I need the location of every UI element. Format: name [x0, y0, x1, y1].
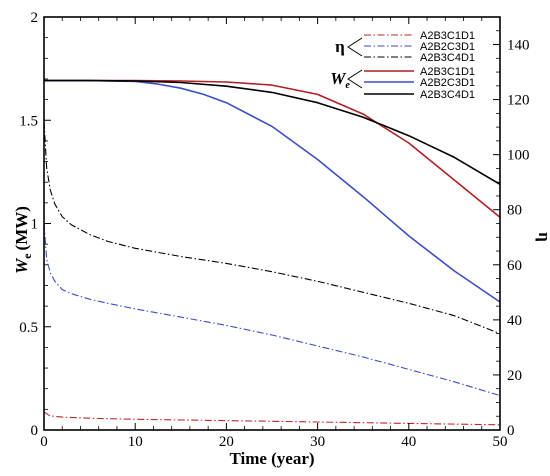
y-left-tick-label: 0.5	[19, 320, 38, 336]
legend-entry-label: A2B2C3D1	[420, 41, 475, 53]
x-tick-label: 40	[401, 434, 416, 450]
y-right-tick-label: 100	[507, 148, 530, 164]
legend-group-label-eta: η	[335, 37, 345, 56]
y-right-tick-label: 0	[507, 423, 515, 439]
x-tick-label: 30	[310, 434, 325, 450]
y-right-tick-label: 40	[507, 313, 522, 329]
legend-brace-eta	[347, 37, 363, 57]
series-line-eta-a2b3c4d1	[43, 121, 501, 335]
series-line-eta-a2b2c3d1	[43, 223, 501, 397]
legend-entry-label: A2B3C4D1	[420, 89, 475, 101]
legend-brace-we	[347, 69, 363, 89]
y-right-tick-label: 140	[507, 38, 530, 54]
x-tick-label: 20	[219, 434, 234, 450]
y-right-tick-label: 120	[507, 93, 530, 109]
y-left-title-unit: (MW)	[12, 206, 31, 250]
y-left-axis-title: We (MW)	[12, 206, 34, 274]
y-left-tick-label: 1	[31, 217, 39, 233]
svg-text:We(MW): We (MW)	[12, 206, 34, 274]
y-right-tick-label: 20	[507, 368, 522, 384]
x-tick-label: 10	[128, 434, 143, 450]
x-tick-label: 50	[493, 434, 508, 450]
y-right-tick-label: 80	[507, 203, 522, 219]
ticks-layer	[43, 16, 501, 431]
legend: η We A2B3C1D1A2B2C3D1A2B3C4D1A2B3C1D1A2B…	[330, 30, 475, 101]
y-right-axis-title: η	[535, 232, 550, 242]
y-left-tick-label: 0	[31, 423, 39, 439]
legend-group-label-we: W	[330, 69, 347, 88]
legend-entry-label: A2B2C3D1	[420, 77, 475, 89]
y-left-title-symbol: W	[12, 257, 31, 274]
svg-text:We: We	[330, 69, 350, 91]
series-line-we-a2b2c3d1	[44, 79, 501, 303]
x-axis-title: Time (year)	[229, 449, 314, 468]
legend-entry-label: A2B3C1D1	[420, 66, 475, 78]
legend-group-label-we-sub: e	[345, 80, 350, 91]
y-left-title-subscript: e	[20, 253, 34, 259]
legend-items: A2B3C1D1A2B2C3D1A2B3C4D1A2B3C1D1A2B2C3D1…	[364, 30, 475, 101]
y-left-tick-label: 2	[31, 10, 39, 26]
legend-entry-label: A2B3C4D1	[420, 52, 475, 64]
legend-entry-label: A2B3C1D1	[420, 30, 475, 42]
series-line-we-a2b3c4d1	[44, 79, 501, 185]
series-line-we-a2b3c1d1	[44, 79, 501, 218]
series-line-eta-a2b3c1d1	[43, 411, 501, 426]
y-right-tick-label: 60	[507, 258, 522, 274]
series-layer	[43, 79, 501, 426]
x-tick-label: 0	[40, 434, 48, 450]
y-left-tick-label: 1.5	[19, 113, 38, 129]
